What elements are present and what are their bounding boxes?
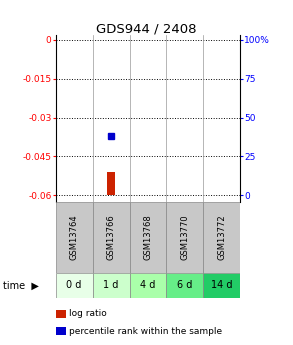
Bar (107, 172, 115, 195)
Text: GSM13768: GSM13768 (144, 214, 152, 260)
Bar (130, 202, 166, 273)
Text: time  ▶: time ▶ (3, 280, 39, 290)
Bar (93, 273, 130, 298)
Text: log ratio: log ratio (69, 309, 107, 318)
Text: GSM13772: GSM13772 (217, 214, 226, 260)
Bar (166, 273, 203, 298)
Text: percentile rank within the sample: percentile rank within the sample (69, 327, 222, 336)
Bar (203, 202, 240, 273)
Text: 1 d: 1 d (103, 280, 119, 290)
Bar (56, 273, 93, 298)
Text: 6 d: 6 d (177, 280, 193, 290)
Bar (56, 202, 93, 273)
Text: GSM13770: GSM13770 (180, 214, 189, 260)
Text: 0 d: 0 d (67, 280, 82, 290)
Text: GDS944 / 2408: GDS944 / 2408 (96, 22, 197, 36)
Text: 14 d: 14 d (211, 280, 233, 290)
Bar (93, 202, 130, 273)
Text: GSM13766: GSM13766 (107, 214, 115, 260)
Text: 4 d: 4 d (140, 280, 156, 290)
Bar (130, 273, 166, 298)
Bar (166, 202, 203, 273)
Text: GSM13764: GSM13764 (70, 214, 79, 260)
Bar (203, 273, 240, 298)
